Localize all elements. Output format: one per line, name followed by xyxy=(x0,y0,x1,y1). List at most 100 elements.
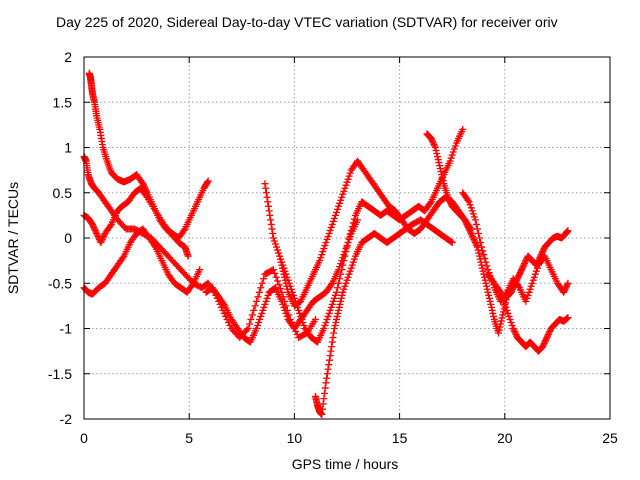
y-tick-label: -1.5 xyxy=(48,366,72,382)
y-tick-label: 1 xyxy=(64,140,72,156)
data-point xyxy=(274,246,282,254)
data-point xyxy=(335,202,343,210)
data-point xyxy=(432,147,440,155)
data-point xyxy=(479,267,487,275)
data-points xyxy=(80,69,572,418)
x-axis-label: GPS time / hours xyxy=(292,456,399,472)
data-point xyxy=(563,282,571,290)
data-point xyxy=(106,222,114,230)
data-point xyxy=(487,303,495,311)
data-point xyxy=(335,306,343,314)
data-point xyxy=(276,285,284,293)
data-point xyxy=(533,264,541,272)
data-point xyxy=(470,236,478,244)
data-point xyxy=(516,270,524,278)
data-point xyxy=(220,300,228,308)
data-point xyxy=(297,312,305,320)
data-point xyxy=(336,199,344,207)
data-point xyxy=(196,266,204,274)
data-point xyxy=(520,260,528,268)
data-point xyxy=(331,291,339,299)
data-point xyxy=(528,279,536,287)
data-point xyxy=(505,312,513,320)
data-point xyxy=(269,229,277,237)
data-point xyxy=(336,300,344,308)
data-point xyxy=(512,331,520,339)
data-point xyxy=(473,242,481,250)
data-point xyxy=(433,150,441,158)
data-point xyxy=(204,177,212,185)
data-point xyxy=(98,237,106,245)
data-point xyxy=(334,309,342,317)
data-point xyxy=(264,291,272,299)
series-track-11 xyxy=(484,270,572,355)
data-point xyxy=(277,258,285,266)
data-point xyxy=(349,258,357,266)
data-point xyxy=(517,267,525,275)
data-point xyxy=(319,248,327,256)
data-point xyxy=(348,261,356,269)
series-track-6 xyxy=(261,125,467,346)
data-point xyxy=(515,272,523,280)
data-point xyxy=(478,264,486,272)
data-point xyxy=(436,165,444,173)
data-point xyxy=(278,264,286,272)
data-point xyxy=(250,306,258,314)
data-point xyxy=(504,309,512,317)
data-point xyxy=(481,254,489,262)
data-point xyxy=(447,154,455,162)
data-point xyxy=(326,226,334,234)
data-point xyxy=(438,174,446,182)
data-point xyxy=(509,325,517,332)
data-point xyxy=(279,300,287,308)
data-point xyxy=(92,228,100,236)
data-point xyxy=(347,264,355,272)
data-point xyxy=(343,243,351,251)
data-point xyxy=(279,267,287,275)
data-point xyxy=(346,267,354,275)
data-point xyxy=(258,309,266,317)
data-point xyxy=(439,177,447,185)
data-point xyxy=(338,291,346,299)
data-point xyxy=(445,196,453,204)
data-point xyxy=(278,261,286,269)
data-point xyxy=(93,229,101,237)
data-point xyxy=(450,145,458,153)
data-point xyxy=(466,226,474,234)
data-point xyxy=(320,325,328,332)
data-point xyxy=(541,337,549,345)
data-point xyxy=(564,279,572,287)
data-point xyxy=(436,162,444,170)
data-point xyxy=(298,315,306,323)
data-point xyxy=(299,318,307,326)
data-point xyxy=(324,312,332,320)
data-point xyxy=(269,234,277,242)
data-point xyxy=(487,300,495,308)
data-point xyxy=(562,284,570,292)
data-point xyxy=(262,297,270,305)
data-point xyxy=(461,216,469,224)
data-point xyxy=(341,282,349,290)
data-point xyxy=(262,189,270,197)
data-point xyxy=(263,193,271,201)
data-point xyxy=(269,266,277,274)
data-point xyxy=(325,309,333,317)
data-point xyxy=(339,261,347,269)
data-point xyxy=(506,315,514,323)
data-point xyxy=(262,184,270,192)
data-point xyxy=(497,288,505,296)
data-point xyxy=(320,395,328,403)
data-point xyxy=(451,142,459,150)
data-point xyxy=(344,175,352,183)
data-point xyxy=(483,262,491,270)
data-point xyxy=(276,255,284,263)
data-point xyxy=(509,285,517,293)
data-point xyxy=(272,273,280,281)
data-point xyxy=(541,338,549,346)
x-tick-label: 25 xyxy=(602,430,618,446)
data-point xyxy=(265,207,273,215)
data-point xyxy=(526,285,534,293)
data-point xyxy=(332,288,340,296)
data-point xyxy=(259,306,267,314)
